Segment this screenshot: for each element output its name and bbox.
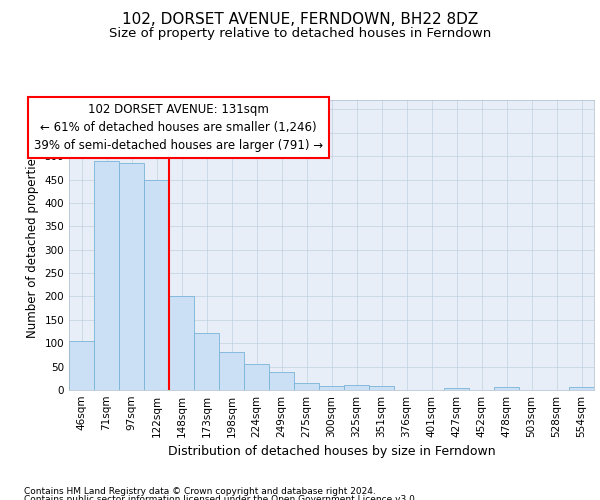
Bar: [119, 163, 144, 390]
Text: Size of property relative to detached houses in Ferndown: Size of property relative to detached ho…: [109, 28, 491, 40]
Bar: [444, 388, 469, 390]
Y-axis label: Number of detached properties: Number of detached properties: [26, 152, 39, 338]
Bar: [69, 341, 94, 390]
X-axis label: Distribution of detached houses by size in Ferndown: Distribution of detached houses by size …: [167, 446, 496, 458]
Bar: [269, 372, 294, 390]
Text: Contains public sector information licensed under the Open Government Licence v3: Contains public sector information licen…: [24, 495, 418, 500]
Bar: [169, 296, 194, 390]
Bar: [219, 352, 244, 390]
Bar: [244, 364, 269, 390]
Text: 102 DORSET AVENUE: 131sqm
← 61% of detached houses are smaller (1,246)
39% of se: 102 DORSET AVENUE: 131sqm ← 61% of detac…: [34, 103, 323, 152]
Bar: [94, 161, 119, 390]
Bar: [369, 386, 394, 390]
Bar: [319, 386, 344, 390]
Bar: [494, 386, 519, 390]
Bar: [194, 333, 219, 390]
Bar: [294, 383, 319, 390]
Text: Contains HM Land Registry data © Crown copyright and database right 2024.: Contains HM Land Registry data © Crown c…: [24, 488, 376, 496]
Bar: [344, 386, 369, 390]
Text: 102, DORSET AVENUE, FERNDOWN, BH22 8DZ: 102, DORSET AVENUE, FERNDOWN, BH22 8DZ: [122, 12, 478, 28]
Bar: [569, 386, 594, 390]
Bar: [144, 180, 169, 390]
